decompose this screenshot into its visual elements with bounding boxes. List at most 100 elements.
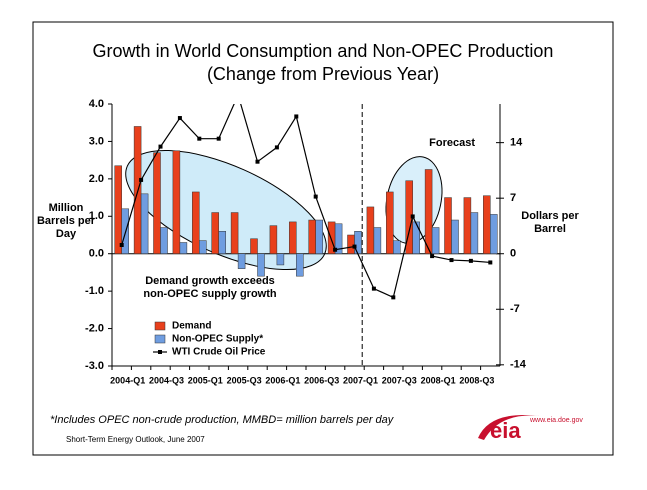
bar xyxy=(276,253,285,266)
bar xyxy=(257,253,265,277)
line-marker xyxy=(352,244,357,249)
frame xyxy=(32,21,614,456)
x-tick-label: 2005-Q3 xyxy=(227,375,262,385)
line-marker xyxy=(449,258,454,263)
line-marker xyxy=(294,114,299,119)
line-marker xyxy=(197,136,202,141)
bar xyxy=(250,238,258,254)
bar xyxy=(237,253,246,269)
bar xyxy=(393,240,401,254)
y-tick-label: 2.0 xyxy=(89,173,104,185)
x-tick-label: 2007-Q1 xyxy=(343,375,378,385)
bar xyxy=(218,231,226,254)
line-marker xyxy=(119,242,124,247)
x-tick-label: 2008-Q3 xyxy=(459,375,494,385)
bar xyxy=(431,227,440,254)
x-tick-label: 2006-Q3 xyxy=(304,375,339,385)
y-tick-label: 1.0 xyxy=(89,210,104,222)
y2-tick-label: -7 xyxy=(510,303,520,315)
bar xyxy=(444,197,452,254)
line-marker xyxy=(333,247,338,252)
bar xyxy=(230,212,239,254)
y-tick-label: -3.0 xyxy=(85,360,104,372)
line-marker xyxy=(139,177,144,182)
line-marker xyxy=(158,144,163,149)
y-axis-label: Million Barrels per Day xyxy=(36,202,96,240)
bar xyxy=(308,219,316,254)
x-tick-label: 2007-Q3 xyxy=(382,375,417,385)
line-marker xyxy=(255,159,260,164)
bar xyxy=(289,221,297,254)
annotation: Demand growth exceeds non-OPEC supply gr… xyxy=(143,275,277,300)
y2-axis-label: Dollars per Barrel xyxy=(521,210,579,235)
footnote: *Includes OPEC non-crude production, MMB… xyxy=(50,414,395,426)
bar xyxy=(354,231,362,254)
source: Short-Term Energy Outlook, June 2007 xyxy=(66,435,205,444)
line-marker xyxy=(274,145,279,150)
bar xyxy=(140,193,149,254)
line-marker xyxy=(391,295,396,300)
x-tick-label: 2006-Q1 xyxy=(265,375,300,385)
line-marker xyxy=(430,254,435,259)
bar xyxy=(386,191,394,254)
bar xyxy=(160,227,168,254)
bar xyxy=(483,195,491,254)
x-tick-label: 2008-Q1 xyxy=(421,375,456,385)
bar xyxy=(296,253,304,277)
line-marker xyxy=(410,214,415,219)
legend-label: Demand xyxy=(172,321,211,332)
legend-swatch xyxy=(158,350,162,354)
y-tick-label: 0.0 xyxy=(89,248,104,260)
x-tick-label: 2004-Q1 xyxy=(110,375,145,385)
bar xyxy=(424,169,433,254)
y-tick-label: 3.0 xyxy=(89,135,104,147)
logo-url: www.eia.doe.gov xyxy=(529,417,583,424)
bar xyxy=(490,214,498,254)
bar xyxy=(470,212,479,254)
x-tick-label: 2004-Q3 xyxy=(149,375,184,385)
x-tick-label: 2005-Q1 xyxy=(188,375,223,385)
y2-tick-label: 0 xyxy=(510,248,516,260)
y2-tick-label: 14 xyxy=(510,137,523,149)
line-marker xyxy=(468,258,473,263)
line-marker xyxy=(216,136,221,141)
legend-label: WTI Crude Oil Price xyxy=(172,347,266,358)
bar xyxy=(315,219,323,254)
bar xyxy=(334,223,343,254)
chart-title: Growth in World Consumption and Non-OPEC… xyxy=(93,41,554,61)
bar xyxy=(366,206,375,254)
line-group xyxy=(119,93,493,300)
line-marker xyxy=(177,116,182,121)
bar xyxy=(179,242,188,254)
bar xyxy=(211,212,219,254)
bar xyxy=(269,225,278,254)
bar xyxy=(192,191,200,254)
legend-swatch xyxy=(154,334,166,344)
bar xyxy=(172,150,181,254)
logo-text: eia xyxy=(490,418,521,443)
y2-tick-label: -14 xyxy=(510,359,527,371)
forecast-label: Forecast xyxy=(429,137,475,149)
line-marker xyxy=(371,286,376,291)
line-marker xyxy=(488,260,493,265)
bar xyxy=(373,227,382,254)
bar xyxy=(412,221,420,254)
legend-label: Non-OPEC Supply* xyxy=(172,334,263,345)
bar xyxy=(347,234,355,254)
bar xyxy=(463,197,472,254)
bar xyxy=(153,152,161,254)
legend-swatch xyxy=(154,321,166,331)
bar xyxy=(451,219,459,254)
line-marker xyxy=(236,93,240,97)
bar xyxy=(199,240,207,254)
y-tick-label: -1.0 xyxy=(85,285,104,297)
line-marker xyxy=(313,194,318,199)
chart-subtitle: (Change from Previous Year) xyxy=(207,64,439,84)
y2-tick-label: 7 xyxy=(510,192,516,204)
line xyxy=(121,104,491,299)
logo-swoosh xyxy=(478,414,540,440)
y-tick-label: -2.0 xyxy=(85,322,104,334)
bar xyxy=(114,165,122,254)
